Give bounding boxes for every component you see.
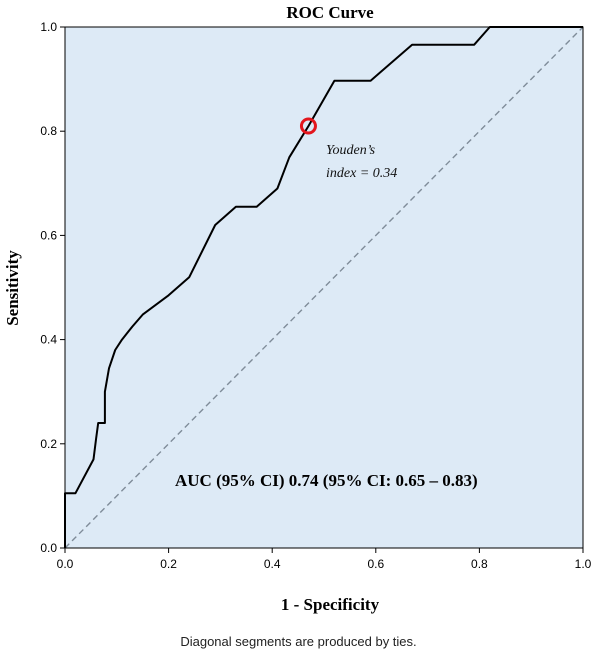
x-tick-label: 1.0 <box>575 557 592 571</box>
reference-diagonal-line <box>64 26 584 549</box>
roc-curve-line <box>64 26 583 548</box>
plot-frame <box>64 26 584 549</box>
x-tick-label: 0.2 <box>160 557 177 571</box>
youden-annotation-line-1: Youden’s <box>326 143 376 158</box>
youden-index-marker <box>299 117 317 135</box>
y-tick-label: 0.4 <box>40 333 57 347</box>
y-tick-label: 0.8 <box>40 124 57 138</box>
y-tick-label: 0.6 <box>40 228 57 242</box>
y-axis-ticks: 0.0 0.2 0.4 0.6 0.8 1.0 <box>40 20 65 555</box>
y-tick-label: 1.0 <box>40 20 57 34</box>
chart-title: ROC Curve <box>286 3 374 22</box>
x-axis-title: 1 - Specificity <box>281 595 380 614</box>
y-axis-title: Sensitivity <box>3 250 22 326</box>
x-tick-label: 0.8 <box>471 557 488 571</box>
roc-chart-svg: 0.0 0.2 0.4 0.6 0.8 1.0 0.0 0.2 0.4 0.6 0.8 1.0 RO… <box>3 3 592 614</box>
x-tick-label: 0.6 <box>367 557 384 571</box>
x-axis-ticks: 0.0 0.2 0.4 0.6 0.8 1.0 <box>57 548 592 571</box>
youden-annotation-line-2: index = 0.34 <box>326 166 397 181</box>
x-tick-label: 0.0 <box>57 557 74 571</box>
y-tick-label: 0.0 <box>40 541 57 555</box>
auc-label: AUC (95% CI) 0.74 (95% CI: 0.65 – 0.83) <box>175 471 478 490</box>
footnote: Diagonal segments are produced by ties. <box>180 634 417 649</box>
y-tick-label: 0.2 <box>40 437 57 451</box>
x-tick-label: 0.4 <box>264 557 281 571</box>
